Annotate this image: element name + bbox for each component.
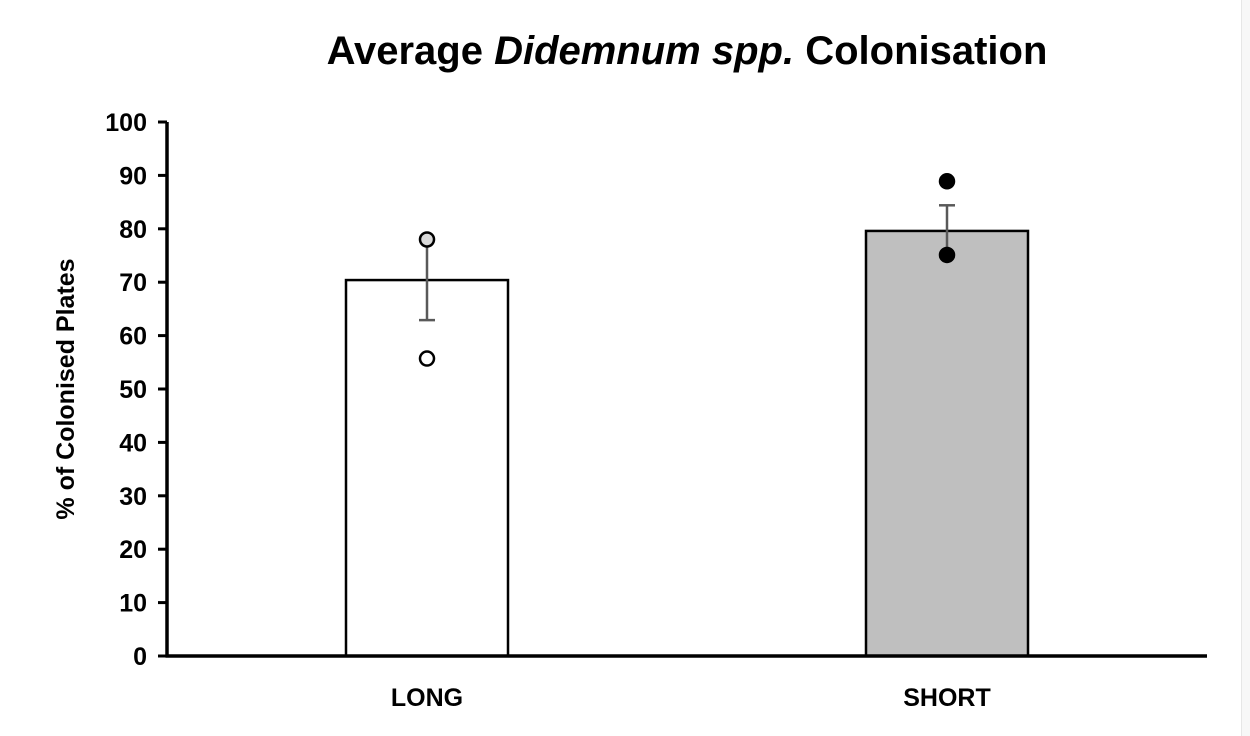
x-tick-label: LONG <box>391 684 463 712</box>
y-tick-label: 70 <box>119 269 147 297</box>
y-tick-label: 50 <box>119 376 147 404</box>
y-tick-label: 40 <box>119 429 147 457</box>
bar-short <box>864 229 1030 658</box>
data-point <box>418 350 436 367</box>
x-tick-label: SHORT <box>903 684 991 712</box>
y-tick-label: 20 <box>119 536 147 564</box>
window-edge <box>1241 0 1250 736</box>
y-tick-label: 10 <box>119 590 147 618</box>
y-tick-label: 30 <box>119 483 147 511</box>
bar-long <box>344 278 510 658</box>
y-tick-label: 0 <box>133 643 147 671</box>
y-axis-label: % of Colonised Plates <box>52 258 80 519</box>
y-tick-label: 80 <box>119 216 147 244</box>
data-point <box>938 246 956 264</box>
y-tick-label: 60 <box>119 323 147 351</box>
chart-title-part: Didemnum spp. <box>494 29 794 73</box>
chart-title-part: Average <box>327 29 495 73</box>
y-tick-label: 90 <box>119 162 147 190</box>
y-tick-label: 100 <box>105 109 147 137</box>
chart-title-part: Colonisation <box>794 29 1047 73</box>
chart-title: Average Didemnum spp. Colonisation <box>327 29 1048 73</box>
data-point <box>418 231 436 248</box>
data-point <box>938 173 956 190</box>
